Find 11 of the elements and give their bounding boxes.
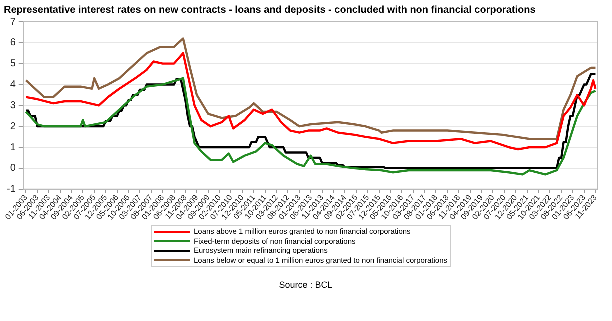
y-tick-label: 3: [10, 100, 16, 112]
y-tick-label: 1: [10, 142, 16, 154]
source-note: Source : BCL: [278, 280, 334, 290]
y-tick-label: 6: [10, 38, 16, 49]
y-tick-label: -1: [6, 184, 16, 196]
y-tick-label: 7: [10, 16, 16, 28]
y-tick-label: 2: [10, 121, 16, 132]
y-tick-label: 5: [10, 58, 16, 70]
chart-title: Representative interest rates on new contracts - loans and deposits - concluded with non financial corporations: [4, 4, 536, 16]
y-tick-label: 4: [10, 80, 16, 90]
y-tick-label: 0: [10, 163, 16, 174]
